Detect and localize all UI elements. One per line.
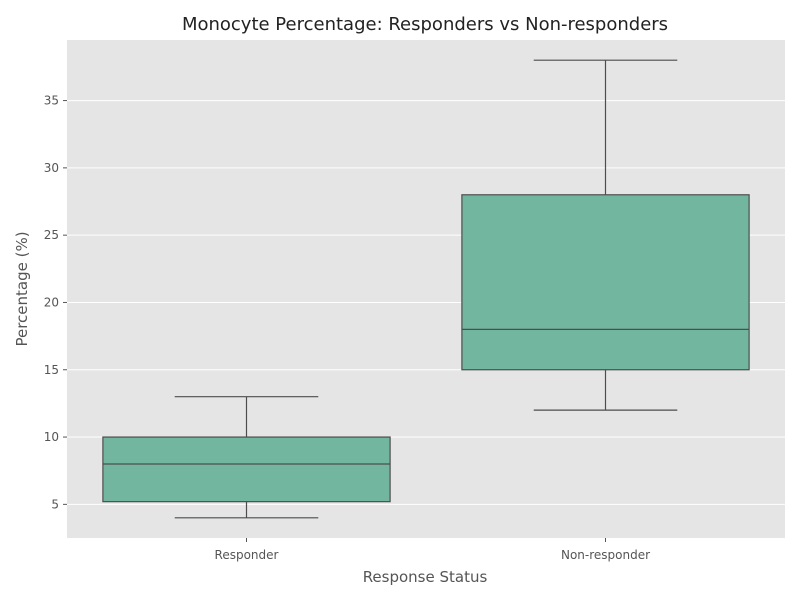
y-tick-label: 25 — [44, 228, 59, 242]
x-tick-label: Non-responder — [561, 548, 650, 562]
box-iqr — [461, 194, 750, 371]
y-tick-label: 35 — [44, 94, 59, 108]
y-axis-label: Percentage (%) — [13, 231, 31, 346]
y-tick-label: 30 — [44, 161, 59, 175]
y-tick-label: 10 — [44, 430, 59, 444]
x-axis-ticks: Responder Non-responder — [215, 538, 650, 562]
x-axis-label: Response Status — [363, 568, 488, 586]
x-tick-label: Responder — [215, 548, 279, 562]
y-tick-label: 15 — [44, 363, 59, 377]
box-responder — [102, 396, 391, 519]
y-tick-label: 5 — [51, 497, 59, 511]
y-axis-ticks: 5 10 15 20 25 30 35 — [44, 94, 67, 511]
boxes — [102, 59, 750, 519]
y-tick-label: 20 — [44, 295, 59, 309]
box-iqr — [102, 436, 391, 503]
box-non-responder — [461, 59, 750, 411]
chart-title: Monocyte Percentage: Responders vs Non-r… — [182, 14, 668, 35]
